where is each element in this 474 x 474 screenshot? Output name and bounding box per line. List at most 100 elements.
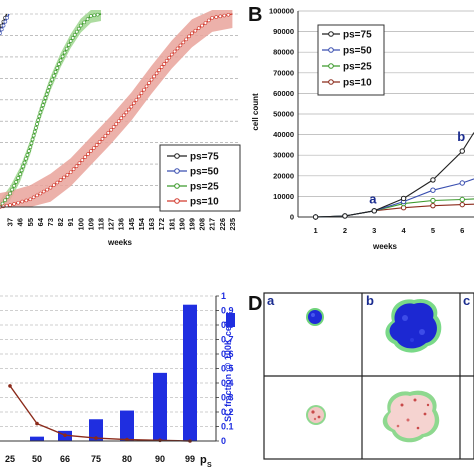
panel-b-y-tick: 20000 (273, 171, 294, 180)
panel-c-x-ticks: 25 50 66 75 80 90 99 (5, 454, 195, 464)
panel-a-point (83, 155, 87, 159)
panel-a-point (127, 107, 131, 112)
panel-a-point (116, 119, 121, 123)
panel-b-point (430, 197, 436, 204)
panel-a-point (18, 172, 23, 176)
panel-c-y-tick: 0.4 (221, 378, 234, 388)
panel-b-y-tick: 0 (290, 213, 294, 222)
panel-a-point (53, 70, 58, 74)
panel-a-legend-label: ps=75 (190, 152, 219, 163)
panel-a-legend-marker (174, 153, 180, 159)
panel-a-point (14, 180, 18, 184)
panel-d-label-c: c (463, 293, 470, 308)
panel-a-point (162, 62, 166, 66)
panel-a-point (36, 118, 40, 122)
panel-a-point (196, 26, 201, 30)
panel-a-point (35, 193, 39, 198)
panel-a-point (137, 94, 141, 99)
panel-a-point (28, 197, 33, 202)
panel-b-point (371, 208, 377, 214)
panel-c-y-tick: 0.9 (221, 306, 234, 316)
panel-c-y-tick: 0.5 (221, 364, 234, 374)
panel-a-point (89, 14, 93, 18)
panel-a-point (43, 96, 48, 100)
panel-a-point (0, 27, 4, 32)
panel-a-point (0, 31, 2, 36)
panel-c-y-tick: 0.2 (221, 407, 234, 417)
panel-d-label-b: b (366, 293, 374, 308)
panel-b-y-tick: 90000 (273, 27, 294, 36)
panel-c-x-tick: 99 (185, 454, 195, 464)
panel-b-point (459, 148, 465, 154)
panel-a-point (3, 19, 8, 24)
panel-a-point (169, 52, 174, 57)
panel-a-point (129, 104, 134, 109)
panel-a-x-tick: 46 (16, 218, 25, 226)
panel-a-x-tick: 190 (177, 218, 186, 231)
panel-c-x-tick: 66 (60, 454, 70, 464)
panel-b-point (430, 177, 436, 183)
panel-a-point (10, 187, 14, 192)
panel-a-legend-items: ps=75 ps=50 ps=25 ps=10 (167, 152, 219, 208)
panel-b-annotations: ab (369, 129, 465, 207)
panel-a-point (142, 87, 146, 92)
panel-a-point (1, 23, 6, 28)
panel-a-point (106, 131, 111, 135)
tumor-large-pink (382, 390, 440, 443)
panel-a-point (12, 183, 16, 188)
panel-a-point (121, 113, 126, 118)
panel-a-point (94, 143, 99, 147)
panel-a-point (193, 28, 198, 33)
panel-a-point (74, 29, 79, 34)
panel-a-point (134, 98, 139, 102)
panel-c-line-point (158, 438, 162, 443)
panel-c-x-label-sub: S (207, 462, 212, 469)
panel-c-x-tick: 25 (5, 454, 15, 464)
panel-a-x-tick: 37 (6, 218, 15, 226)
panel-a-x-tick: 82 (56, 218, 65, 226)
panel-a-point (58, 58, 63, 63)
panel-a-legend-marker (174, 183, 180, 189)
panel-a-x-tick: 91 (66, 218, 75, 226)
panel-a-point (92, 13, 97, 18)
panel-b-legend-marker (328, 47, 334, 53)
panel-a-point (50, 77, 55, 82)
panel-a-x-tick: 118 (97, 218, 106, 230)
panel-b-y-tick: 60000 (273, 89, 294, 98)
panel-a-point (80, 158, 85, 162)
panel-c-bar (153, 372, 167, 441)
panel-c-x-tick: 50 (32, 454, 42, 464)
panel-a-point (20, 199, 25, 204)
panel-b-lines (312, 132, 474, 220)
panel-b-x-tick: 1 (314, 226, 318, 235)
panel-a-point (103, 134, 108, 138)
panel-a-point (152, 74, 156, 79)
panel-c-line-point (63, 433, 67, 438)
panel-a-point (97, 140, 102, 144)
panel-a-point (187, 34, 191, 39)
panel-b-y-tick: 10000 (273, 192, 294, 201)
panel-c-bars (30, 304, 197, 441)
panel-a-point (5, 195, 10, 199)
panel-a-point (52, 183, 56, 187)
panel-a-point (167, 55, 172, 60)
panel-b-legend-marker (328, 63, 334, 69)
panel-b-legend-marker (328, 79, 334, 85)
panel-c-x-label: p (200, 454, 207, 466)
panel-b-legend-label: ps=75 (343, 30, 372, 41)
panel-d-frame (263, 292, 474, 460)
panel-a-point (109, 128, 113, 132)
panel-a-point (48, 81, 53, 86)
panel-a-point (92, 146, 96, 150)
panel-a-point (172, 49, 177, 54)
panel-c-bar (30, 436, 44, 441)
panel-a-legend-label: ps=10 (190, 197, 219, 208)
panel-a-point (190, 31, 194, 36)
panel-a-point (47, 85, 52, 89)
panel-b-point (400, 195, 407, 202)
panel-a-point (31, 195, 36, 200)
panel-b-legend-marker (328, 31, 334, 37)
panel-a-x-tick: 100 (76, 218, 85, 231)
panel-a-x-tick: 181 (167, 218, 176, 231)
panel-b-x-label: weeks (372, 242, 398, 251)
